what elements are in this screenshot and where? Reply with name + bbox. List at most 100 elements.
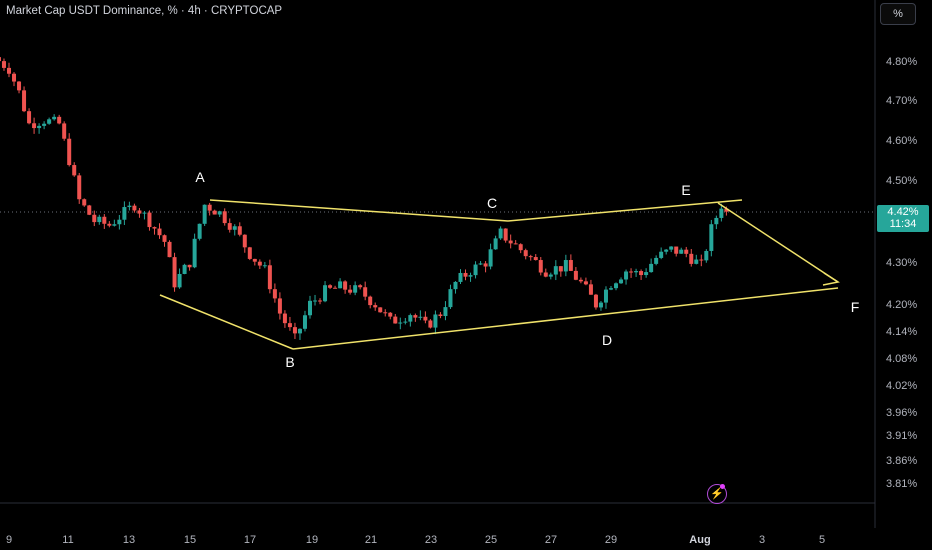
wave-label-c: C: [487, 195, 497, 211]
candle-body: [523, 250, 528, 257]
percent-scale-button[interactable]: %: [880, 3, 916, 25]
candle-body: [629, 271, 634, 273]
price-tick-label: 4.02%: [886, 380, 917, 392]
price-tick-label: 3.86%: [886, 455, 917, 467]
candle-body: [323, 285, 328, 302]
candle-body: [277, 298, 282, 314]
candle-body: [669, 246, 674, 250]
candle-body: [368, 296, 373, 306]
candle-body: [438, 314, 443, 317]
candle-body: [82, 199, 87, 206]
price-tick-label: 4.20%: [886, 299, 917, 311]
current-price-badge: 4.42% 11:34: [877, 205, 929, 232]
candle-body: [568, 260, 573, 271]
candle-body: [433, 314, 438, 328]
candle-body: [664, 249, 669, 252]
candle-body: [12, 73, 17, 82]
candle-body: [513, 243, 518, 245]
price-axis[interactable]: 4.80% 4.70% 4.60% 4.50% 4.30% 4.20% 4.14% 4.08%…: [886, 56, 917, 490]
time-tick-label: 13: [123, 534, 135, 546]
candle-body: [423, 316, 428, 321]
candle-body: [142, 212, 147, 214]
candle-body: [287, 323, 292, 328]
candle-body: [297, 328, 302, 334]
time-tick-label: 3: [759, 534, 765, 546]
candle-body: [308, 300, 312, 316]
candle-body: [543, 272, 548, 277]
candle-body: [302, 315, 307, 329]
candle-body: [448, 289, 453, 308]
time-tick-label: 17: [244, 534, 256, 546]
pattern-line: [209, 199, 509, 222]
candle-body: [393, 316, 398, 324]
candle-body: [212, 210, 217, 215]
candle-body: [1, 61, 6, 68]
candle-body: [157, 228, 162, 236]
candle-body: [52, 116, 57, 120]
candle-body: [343, 281, 348, 290]
time-tick-label: 27: [545, 534, 557, 546]
candle-body: [538, 260, 543, 273]
candle-body: [373, 305, 378, 308]
price-tick-label: 4.80%: [886, 56, 917, 68]
wave-labels: A B C D E F: [195, 169, 859, 370]
candle-body: [473, 264, 478, 276]
time-tick-label: 11: [62, 534, 73, 546]
candle-body: [57, 116, 62, 124]
candle-body: [72, 165, 77, 176]
candle-body: [689, 253, 694, 264]
price-tick-label: 4.08%: [886, 353, 917, 365]
time-tick-label: 25: [485, 534, 497, 546]
candle-body: [257, 261, 262, 266]
candle-body: [192, 238, 197, 268]
candle-body: [27, 111, 32, 124]
candle-body: [528, 256, 533, 258]
chart-title: Market Cap USDT Dominance, % · 4h · CRYP…: [6, 5, 283, 17]
candle-body: [408, 315, 413, 322]
candle-body: [358, 285, 363, 288]
candle-body: [644, 272, 649, 276]
price-tick-label: 3.91%: [886, 430, 917, 442]
candle-body: [649, 263, 654, 273]
candle-body: [659, 251, 664, 258]
candle-body: [97, 216, 102, 223]
wave-label-f: F: [851, 299, 860, 315]
time-axis[interactable]: 9 11 13 15 17 19 21 23 25 27 29 Aug 3 5: [6, 534, 825, 546]
candle-body: [197, 223, 202, 239]
candle-body: [247, 247, 252, 259]
time-tick-label: Aug: [689, 534, 710, 546]
candle-body: [488, 249, 493, 267]
candle-body: [318, 300, 323, 302]
candle-body: [132, 205, 137, 211]
candle-body: [378, 307, 383, 313]
candle-body: [7, 67, 11, 74]
pattern-line: [159, 294, 294, 350]
candle-body: [679, 249, 684, 254]
candle-body: [112, 224, 117, 226]
candle-body: [619, 279, 624, 284]
candle-body: [724, 208, 729, 212]
pattern-lines: [159, 199, 840, 350]
candle-body: [348, 289, 353, 293]
candle-body: [674, 246, 679, 254]
candle-body: [388, 312, 393, 317]
candle-body: [503, 228, 508, 241]
candles-group: [0, 57, 729, 340]
candle-body: [598, 302, 603, 308]
time-tick-label: 29: [605, 534, 617, 546]
candle-body: [563, 260, 568, 272]
candle-body: [699, 259, 704, 261]
candle-body: [67, 138, 72, 166]
candle-body: [458, 272, 463, 282]
candle-body: [478, 263, 483, 265]
lightning-icon[interactable]: ⚡: [707, 484, 727, 504]
candle-body: [333, 287, 338, 289]
price-tick-label: 4.60%: [886, 135, 917, 147]
candle-body: [242, 234, 247, 248]
candle-body: [147, 212, 152, 228]
time-tick-label: 5: [819, 534, 825, 546]
candle-body: [182, 264, 187, 274]
candle-body: [719, 208, 724, 218]
price-tick-label: 3.96%: [886, 407, 917, 419]
